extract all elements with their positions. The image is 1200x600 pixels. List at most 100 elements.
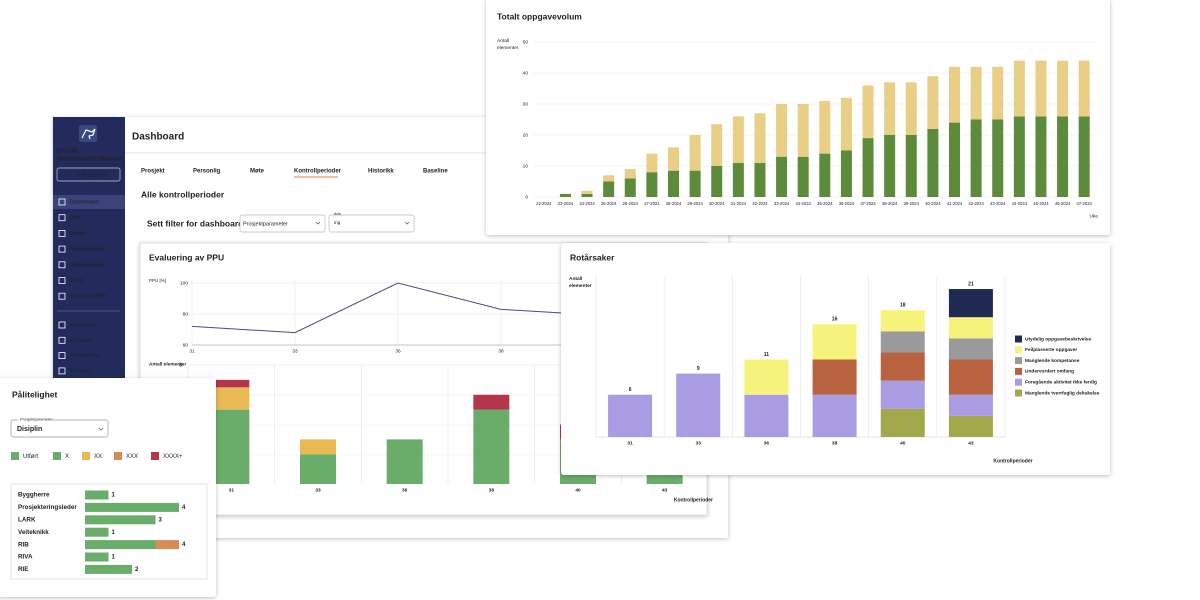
- select-label: Prosjektparameter: [20, 417, 53, 422]
- legend-swatch: [1015, 367, 1022, 375]
- tab: Prosjekt: [141, 169, 165, 175]
- bar-segment: [862, 85, 874, 139]
- bar-segment: [689, 135, 701, 171]
- x-tick-label: 23-2024: [558, 201, 574, 206]
- bar-segment: [754, 113, 766, 163]
- bar-segment: [744, 394, 789, 437]
- bar-segment: [213, 379, 250, 388]
- legend-label: Undervurdert omfang: [1025, 369, 1074, 375]
- bar-segment: [624, 178, 636, 197]
- filter2-value: Ing: [334, 220, 341, 225]
- y-tick-label: 20: [523, 132, 529, 138]
- row-label: RIVA: [18, 554, 33, 561]
- x-tick-label: 38-2024: [882, 201, 898, 206]
- value-label: 2: [135, 567, 139, 573]
- bar-segment: [927, 76, 939, 129]
- bar-segment: [812, 324, 857, 360]
- bar-segment: [884, 135, 896, 197]
- x-tick-label: 44-2024: [1012, 201, 1028, 206]
- x-tick-label: 40-2024: [925, 201, 941, 206]
- bar-segment: [744, 359, 789, 395]
- bar-segment: [970, 119, 982, 197]
- legend-label: Utydelig oppgavebeskrivelse: [1025, 336, 1091, 342]
- x-tick-label: 33: [696, 440, 702, 446]
- bar-segment: [473, 394, 510, 410]
- y-tick-label: 8: [179, 362, 182, 368]
- bar-segment: [386, 439, 423, 484]
- filter-select-value: Prosjektparameter: [243, 221, 288, 227]
- x-tick-label: 33-2024: [774, 201, 790, 206]
- bar-segment: [1035, 60, 1047, 117]
- menu-icon: [58, 277, 66, 284]
- filter2-select[interactable]: [328, 214, 415, 233]
- y-tick-label: 80: [183, 311, 189, 317]
- y-tick-label: 60: [183, 342, 189, 348]
- value-label: 3: [159, 517, 163, 523]
- legend-label: Feilplasserte oppgaver: [1025, 347, 1077, 353]
- bar-segment: [711, 166, 723, 197]
- y-axis-label: Antall elementer: [569, 276, 592, 289]
- bar-segment: [948, 394, 993, 416]
- select[interactable]: [10, 419, 109, 438]
- bar-segment: [819, 100, 831, 154]
- legend-swatch: [1015, 346, 1022, 354]
- x-tick-label: 40: [575, 487, 581, 493]
- bar-segment: [880, 408, 925, 437]
- bar-segment: [948, 359, 993, 395]
- legend-swatch: [151, 452, 159, 460]
- menu-icon: [58, 198, 66, 206]
- bar-segment: [812, 394, 857, 437]
- bar-segment: [85, 490, 109, 500]
- switch-button[interactable]: [56, 167, 121, 182]
- bar-segment: [905, 135, 917, 197]
- x-tick-label: 38: [498, 348, 504, 354]
- x-tick-label: 35-2024: [817, 201, 833, 206]
- menu-icon: [58, 292, 66, 300]
- x-tick-label: 42-2024: [968, 201, 984, 206]
- y-tick-label: 100: [180, 280, 188, 286]
- filter-select[interactable]: [239, 214, 326, 233]
- total-label: 21: [968, 281, 974, 287]
- bar-segment: [797, 156, 809, 197]
- bar-segment: [85, 515, 156, 525]
- menu-icon: [58, 336, 66, 344]
- bar-segment: [880, 331, 925, 353]
- y-axis-label: Antall elementer: [149, 361, 186, 367]
- bar-segment: [559, 193, 571, 197]
- bar-segment: [213, 409, 250, 484]
- bar-segment: [603, 175, 615, 182]
- x-tick-label: 31-2024: [731, 201, 747, 206]
- ppu-title: Evaluering av PPU: [149, 252, 224, 262]
- total-label: 18: [900, 303, 906, 309]
- bar-segment: [1035, 116, 1047, 197]
- bar-segment: [884, 82, 896, 135]
- bar-segment: [819, 153, 831, 197]
- menu-item: Møtekalender: [70, 262, 106, 268]
- tab: Historikk: [368, 169, 394, 175]
- y-axis-label: Antall elementer: [497, 38, 519, 51]
- x-tick-label: 36: [395, 348, 401, 354]
- legend-label: Manglende kompetanse: [1025, 358, 1080, 364]
- x-axis-label: Kontrollperioder: [993, 458, 1032, 464]
- active-menu: [53, 195, 125, 209]
- legend-label: Utført: [23, 454, 38, 460]
- legend-label: XXXX+: [163, 454, 183, 460]
- menu-item: Portfolio: [70, 368, 91, 374]
- logo: [79, 125, 97, 142]
- bar-segment: [905, 82, 917, 135]
- bar-segment: [880, 352, 925, 381]
- x-tick-label: 24-2024: [579, 201, 595, 206]
- bar-segment: [85, 540, 156, 550]
- tab: Kontrollperioder: [294, 169, 342, 175]
- bar-segment: [1078, 60, 1090, 117]
- bar-segment: [603, 181, 615, 197]
- ppu-line: [191, 282, 605, 334]
- y-tick-label: 40: [523, 70, 529, 76]
- menu-item: Om prosjektet: [70, 294, 106, 300]
- total-label: 6: [629, 387, 632, 393]
- bar-segment: [624, 169, 636, 179]
- root-cause-panel: Rotårsaker Antall elementer 6 31 9 33 11 36 16 38 1…: [561, 243, 1110, 475]
- x-tick-label: 46-2024: [1055, 201, 1071, 206]
- tab: Personlig: [193, 169, 221, 175]
